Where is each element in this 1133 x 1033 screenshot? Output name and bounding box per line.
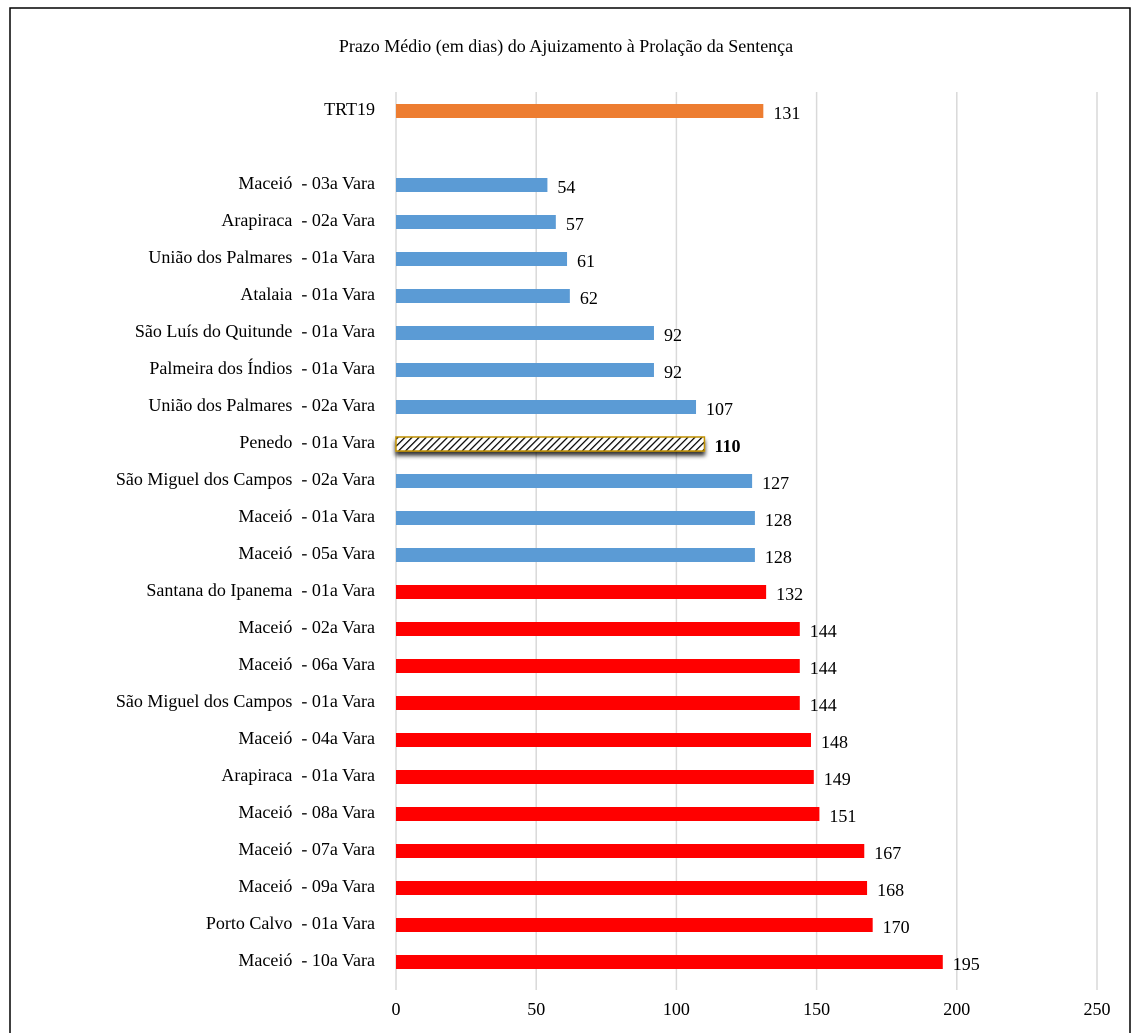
bar — [396, 474, 753, 488]
y-tick-label: Palmeira dos Índios - 01a Vara — [149, 357, 375, 378]
bar — [396, 252, 568, 266]
value-label: 107 — [706, 399, 733, 419]
y-tick-label: São Miguel dos Campos - 02a Vara — [116, 469, 375, 489]
value-label: 167 — [874, 843, 901, 863]
y-tick-label: Maceió - 08a Vara — [238, 802, 375, 822]
x-tick-label: 200 — [943, 999, 970, 1019]
chart-title: Prazo Médio (em dias) do Ajuizamento à P… — [339, 36, 793, 57]
value-label: 131 — [773, 103, 800, 123]
y-tick-label: Maceió - 03a Vara — [238, 173, 375, 193]
x-tick-label: 50 — [527, 999, 545, 1019]
y-tick-label: Maceió - 05a Vara — [238, 543, 375, 563]
y-tick-label: São Luís do Quitunde - 01a Vara — [135, 321, 375, 341]
value-label: 92 — [664, 325, 682, 345]
y-tick-label: Maceió - 04a Vara — [238, 728, 375, 748]
value-label: 148 — [821, 732, 848, 752]
value-label: 151 — [829, 806, 856, 826]
y-tick-label: Maceió - 06a Vara — [238, 654, 375, 674]
bar — [395, 436, 706, 452]
y-tick-label: União dos Palmares - 01a Vara — [148, 247, 375, 267]
value-label: 128 — [765, 510, 792, 530]
frame — [9, 7, 1131, 1033]
bar — [396, 881, 868, 895]
bar — [396, 215, 556, 229]
bar — [396, 585, 767, 599]
bar — [396, 326, 654, 340]
value-label: 62 — [580, 288, 598, 308]
value-label: 149 — [824, 769, 851, 789]
bar — [396, 548, 755, 562]
bar — [396, 807, 820, 821]
y-tick-label: Santana do Ipanema - 01a Vara — [146, 580, 375, 600]
bar — [396, 511, 755, 525]
y-tick-label: Maceió - 10a Vara — [238, 950, 375, 970]
x-tick-label: 0 — [392, 999, 401, 1019]
value-label: 144 — [810, 621, 837, 641]
bar — [396, 178, 548, 192]
y-tick-label: Atalaia - 01a Vara — [240, 284, 375, 304]
y-tick-label: São Miguel dos Campos - 01a Vara — [116, 691, 375, 711]
value-label: 144 — [810, 695, 837, 715]
y-tick-label: TRT19 — [324, 99, 375, 119]
value-label: 57 — [566, 214, 584, 234]
bar — [396, 733, 811, 747]
y-tick-label: Penedo - 01a Vara — [239, 432, 375, 452]
bar — [396, 363, 654, 377]
value-label: 127 — [762, 473, 789, 493]
bar — [396, 696, 800, 710]
y-tick-label: Arapiraca - 02a Vara — [221, 210, 375, 230]
value-label: 128 — [765, 547, 792, 567]
y-tick-label: Maceió - 02a Vara — [238, 617, 375, 637]
value-label: 92 — [664, 362, 682, 382]
bar — [396, 844, 865, 858]
y-tick-label: Maceió - 01a Vara — [238, 506, 375, 526]
value-label: 195 — [953, 954, 980, 974]
x-tick-label: 150 — [803, 999, 830, 1019]
bar — [396, 289, 570, 303]
bar — [396, 918, 873, 932]
value-label: 61 — [577, 251, 595, 271]
y-tick-label: União dos Palmares - 02a Vara — [148, 395, 375, 415]
y-tick-label: Arapiraca - 01a Vara — [221, 765, 375, 785]
x-tick-label: 250 — [1084, 999, 1111, 1019]
y-tick-label: Porto Calvo - 01a Vara — [206, 913, 375, 933]
bar — [396, 622, 800, 636]
value-label: 170 — [883, 917, 910, 937]
value-label: 54 — [557, 177, 575, 197]
value-label: 144 — [810, 658, 837, 678]
y-tick-label: Maceió - 09a Vara — [238, 876, 375, 896]
bar — [396, 955, 943, 969]
value-label: 168 — [877, 880, 904, 900]
bar — [396, 104, 764, 118]
value-label: 132 — [776, 584, 803, 604]
bar — [396, 659, 800, 673]
value-label: 110 — [714, 436, 740, 456]
y-tick-label: Maceió - 07a Vara — [238, 839, 375, 859]
x-tick-label: 100 — [663, 999, 690, 1019]
bar — [396, 770, 814, 784]
bar — [396, 400, 697, 414]
